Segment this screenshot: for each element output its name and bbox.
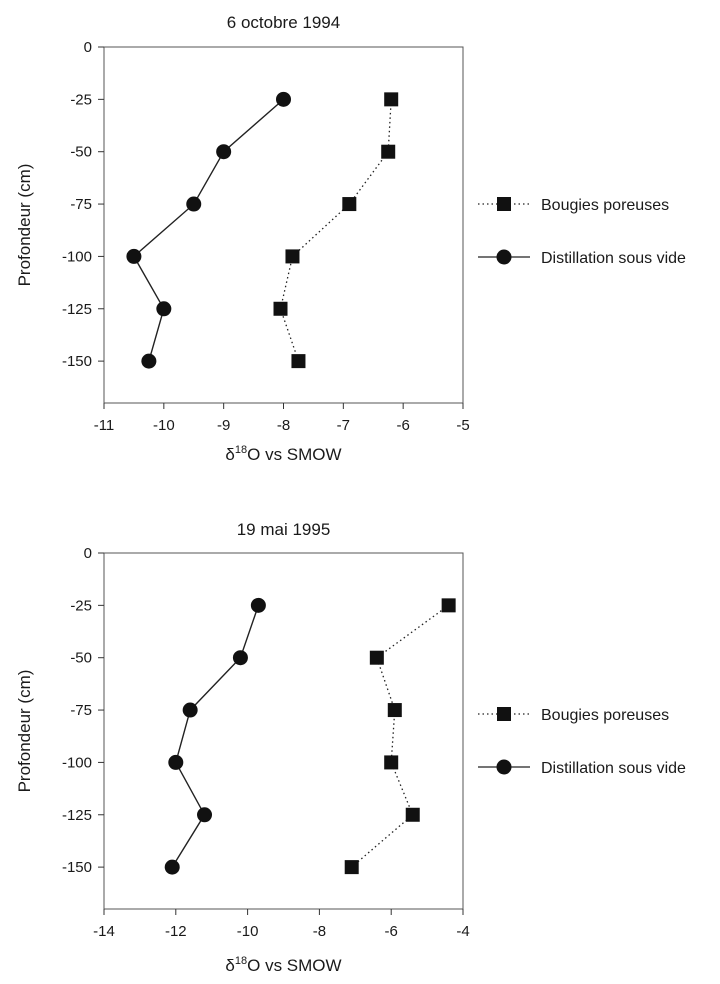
data-point [405,807,420,822]
data-point [384,755,399,770]
data-point [342,197,357,212]
x-tick-label: -12 [165,923,187,940]
series-bougies-poreuses [273,92,399,369]
chart-panel-2: 19 mai 1995 0 -25 -50 -75 -100 -125 -150 -14 -12 -… [15,520,686,975]
y-tick-label: -50 [70,144,92,161]
series-line [133,98,284,362]
x-tick-label: -7 [337,417,350,434]
data-point [126,248,142,264]
legend-label: Distillation sous vide [541,760,686,777]
x-tick-label: -11 [94,417,115,434]
x-axis-label-rest: O vs SMOW [247,956,341,975]
x-tick-label: -5 [456,417,469,434]
data-point [344,860,359,875]
y-tick-label: -150 [62,859,92,876]
y-tick-label: -150 [62,353,92,370]
series-line [279,99,392,362]
y-tick-label: -125 [62,807,92,824]
y-tick-label: 0 [84,545,92,562]
legend-marker [496,759,512,775]
legend-entry: Distillation sous vide [478,759,686,777]
x-axis-label-rest: O vs SMOW [247,445,341,464]
data-point [156,301,172,317]
data-point [387,703,402,718]
x-tick-label: -6 [385,923,398,940]
data-point [186,196,202,212]
y-tick-label: -75 [70,196,92,213]
y-tick-label: -50 [70,650,92,667]
x-tick-label: -4 [456,923,469,940]
y-tick-label: -125 [62,301,92,318]
x-axis-label: δ18O vs SMOW [225,955,341,975]
legend-label: Bougies poreuses [541,197,669,214]
data-point [369,650,384,665]
legend-label: Bougies poreuses [541,707,669,724]
series-bougies-poreuses [344,598,456,875]
x-axis-label-sup: 18 [235,955,247,967]
x-tick-label: -10 [153,417,175,434]
y-tick-label: -25 [70,597,92,614]
x-tick-label: -14 [93,923,115,940]
x-axis-label-symbol: δ [225,445,234,464]
data-point [182,702,198,718]
chart-title: 19 mai 1995 [237,520,331,539]
x-axis-label: δ18O vs SMOW [225,444,341,464]
data-point [276,91,291,107]
data-point [197,807,213,823]
x-tick-label: -8 [313,923,326,940]
legend-label: Distillation sous vide [541,250,686,267]
series-distillation-sous-vide [164,597,266,875]
x-tick-label: -9 [217,417,230,434]
y-tick-label: -75 [70,702,92,719]
data-point [441,598,456,613]
series-line [171,605,260,868]
data-point [381,144,396,159]
data-point [291,354,306,369]
legend-marker [497,197,511,211]
y-tick-label: -100 [62,754,92,771]
x-axis-label-symbol: δ [225,956,234,975]
y-axis-label: Profondeur (cm) [15,670,34,793]
data-point [164,859,180,875]
x-tick-label: -6 [396,417,409,434]
series-line [351,604,449,868]
plot-frame [103,552,464,910]
legend-marker [497,707,511,721]
data-point [216,144,232,160]
chart-panel-1: 6 octobre 1994 0 -25 -50 -75 -100 -125 -150 -11 -… [15,13,686,464]
data-point [250,597,266,613]
data-point [285,249,300,264]
x-axis-label-sup: 18 [235,444,247,456]
legend-marker [496,249,512,265]
y-tick-label: 0 [84,39,92,56]
chart-title: 6 octobre 1994 [227,13,340,32]
data-point [232,650,248,666]
legend-entry: Distillation sous vide [478,249,686,267]
data-point [168,754,184,770]
data-point [141,353,157,369]
data-point [384,92,399,107]
y-tick-label: -25 [70,91,92,108]
series-distillation-sous-vide [126,91,291,369]
y-tick-label: -100 [62,248,92,265]
x-tick-label: -8 [277,417,290,434]
legend-entry: Bougies poreuses [478,707,669,724]
legend-entry: Bougies poreuses [478,197,669,214]
data-point [273,301,288,316]
y-axis-label: Profondeur (cm) [15,164,34,287]
x-tick-label: -10 [237,923,259,940]
